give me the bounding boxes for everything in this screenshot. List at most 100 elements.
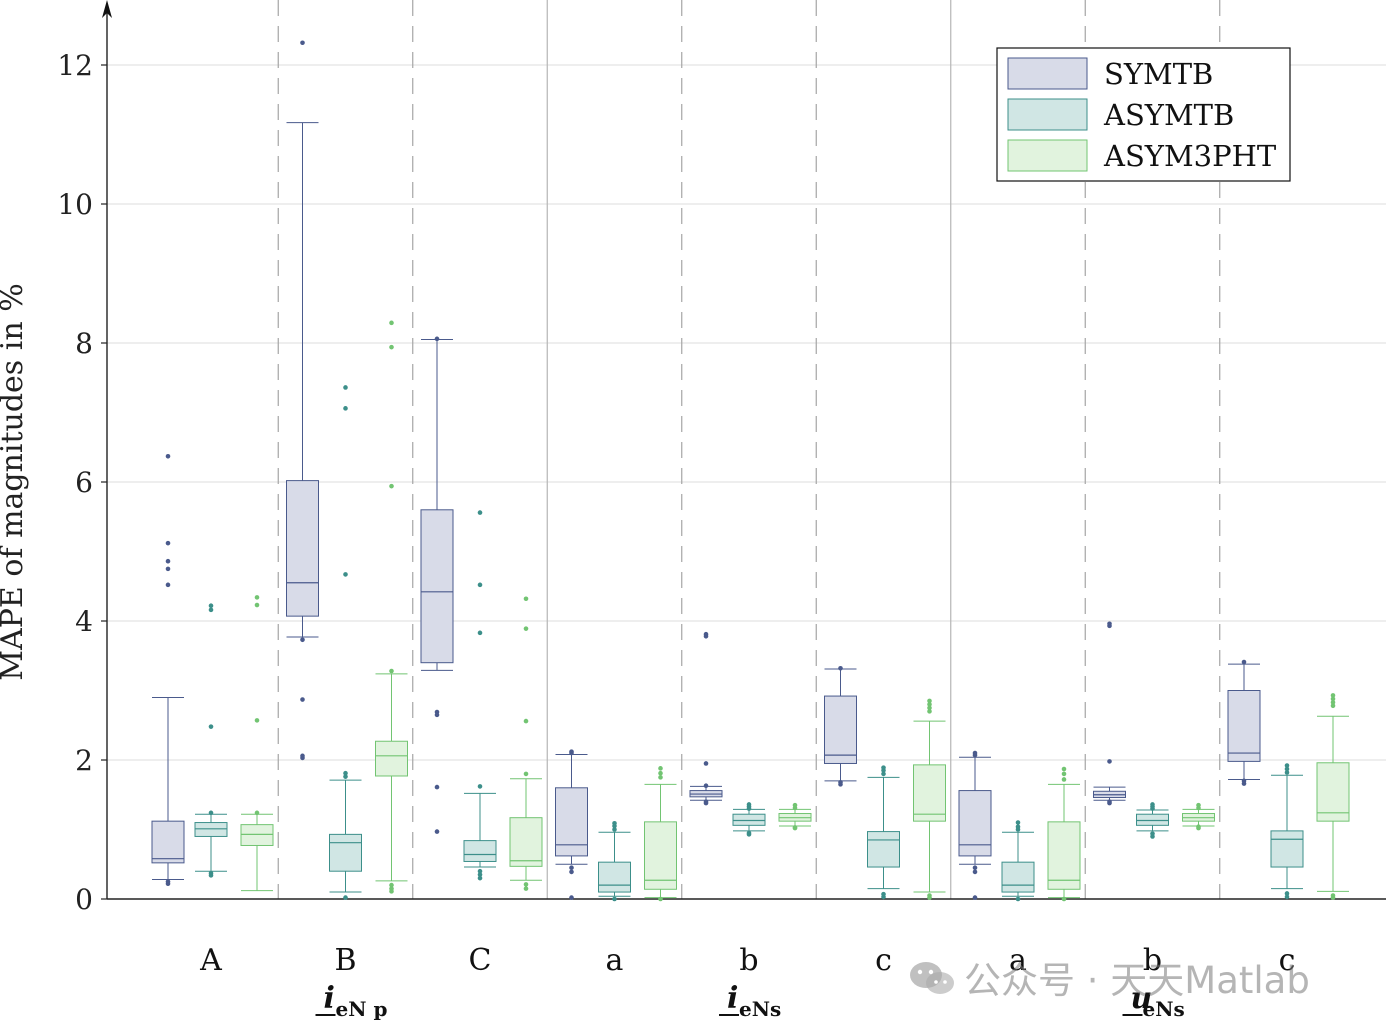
- outlier-point: [1330, 703, 1336, 709]
- outlier-point: [1241, 659, 1247, 665]
- outlier-point: [569, 869, 574, 875]
- y-tick-label: 2: [75, 744, 93, 777]
- outlier-point: [838, 665, 843, 671]
- x-category-label: c: [1279, 943, 1296, 978]
- legend-swatch-symtb: [1007, 57, 1088, 90]
- outlier-point: [165, 879, 171, 884]
- legend-swatch-asymtb: [1007, 98, 1088, 131]
- watermark-text: 公众号 · 天天Matlab: [964, 959, 1310, 1002]
- outlier-point: [612, 896, 617, 902]
- box-iqr: [824, 695, 857, 764]
- x-category-label: c: [875, 943, 892, 978]
- outlier-point: [254, 810, 260, 816]
- outlier-point: [300, 753, 305, 759]
- outlier-point: [703, 783, 709, 789]
- outlier-point: [343, 895, 348, 900]
- box-asym3pht-5: [913, 698, 946, 900]
- outlier-point: [703, 799, 709, 804]
- outlier-point: [523, 882, 529, 887]
- box-iqr: [1136, 813, 1169, 826]
- y-axis-arrow: [102, 0, 112, 18]
- boxes: [151, 40, 1350, 902]
- box-asym3pht-1: [375, 320, 408, 894]
- outlier-point: [1196, 802, 1201, 808]
- box-iqr: [867, 831, 900, 868]
- axes: [102, 0, 1386, 900]
- outlier-point: [389, 882, 394, 888]
- box-symtb-2: [420, 336, 454, 834]
- box-iqr: [1047, 821, 1081, 890]
- box-iqr: [1316, 762, 1350, 822]
- outlier-point: [1330, 696, 1336, 702]
- outlier-point: [343, 770, 348, 776]
- group-label-subscript: eNs: [1143, 997, 1185, 1021]
- outlier-point: [927, 702, 932, 707]
- legend-label-symtb: SYMTB: [1104, 57, 1213, 91]
- outlier-point: [881, 891, 886, 897]
- box-iqr: [598, 861, 631, 893]
- box-asym3pht-3: [644, 766, 677, 902]
- outlier-point: [703, 631, 709, 637]
- outlier-point: [165, 558, 171, 564]
- outlier-point: [434, 784, 440, 790]
- box-asym3pht-7: [1182, 802, 1215, 831]
- outlier-point: [165, 566, 171, 572]
- outlier-point: [1330, 700, 1336, 705]
- y-ticks: 0 2 4 6 8 10 12: [57, 49, 107, 916]
- x-category-label: a: [606, 943, 624, 978]
- outlier-point: [569, 749, 574, 754]
- outlier-point: [972, 895, 978, 900]
- outlier-point: [434, 829, 440, 834]
- outlier-point: [1061, 766, 1067, 772]
- outlier-point: [343, 572, 348, 577]
- outlier-point: [927, 698, 932, 704]
- outlier-point: [881, 765, 886, 770]
- outlier-point: [389, 886, 394, 891]
- box-iqr: [1227, 690, 1261, 762]
- legend: SYMTB ASYMTB ASYM3PHT: [996, 47, 1291, 182]
- outlier-point: [1196, 824, 1201, 830]
- outlier-point: [254, 595, 260, 600]
- outlier-point: [343, 406, 348, 411]
- box-symtb-0: [151, 453, 185, 887]
- box-asymtb-7: [1136, 802, 1169, 839]
- outlier-point: [208, 870, 214, 876]
- box-symtb-1: [286, 40, 319, 761]
- outlier-point: [389, 344, 394, 350]
- outlier-point: [927, 893, 932, 898]
- box-asymtb-8: [1270, 763, 1304, 900]
- x-category-label: A: [199, 943, 222, 978]
- box-symtb-4: [689, 631, 723, 806]
- box-iqr: [420, 509, 454, 664]
- x-category-label: b: [1143, 943, 1162, 978]
- box-iqr: [732, 813, 766, 826]
- outlier-point: [477, 510, 483, 515]
- outlier-point: [1107, 799, 1112, 804]
- outlier-point: [1241, 778, 1247, 784]
- outlier-point: [523, 718, 529, 724]
- box-asymtb-0: [194, 603, 228, 878]
- legend-label-asym3pht: ASYM3PHT: [1103, 139, 1277, 173]
- outlier-point: [1061, 771, 1067, 777]
- outlier-point: [343, 385, 348, 390]
- outlier-point: [612, 827, 617, 832]
- y-tick-label: 10: [57, 188, 93, 221]
- y-tick-label: 0: [75, 883, 93, 916]
- outlier-point: [300, 40, 305, 46]
- outlier-point: [1284, 770, 1290, 775]
- outlier-point: [1330, 693, 1336, 698]
- outlier-point: [165, 540, 171, 546]
- outlier-point: [389, 668, 394, 674]
- outlier-point: [300, 697, 305, 702]
- y-tick-label: 12: [57, 49, 93, 82]
- outlier-point: [523, 596, 529, 602]
- outlier-point: [477, 868, 483, 874]
- outlier-point: [658, 896, 663, 902]
- outlier-point: [208, 724, 214, 729]
- outlier-point: [1150, 831, 1155, 836]
- box-asym3pht-8: [1316, 693, 1350, 900]
- wechat-icon: [908, 958, 956, 1007]
- outlier-point: [792, 825, 798, 830]
- outlier-point: [927, 705, 932, 711]
